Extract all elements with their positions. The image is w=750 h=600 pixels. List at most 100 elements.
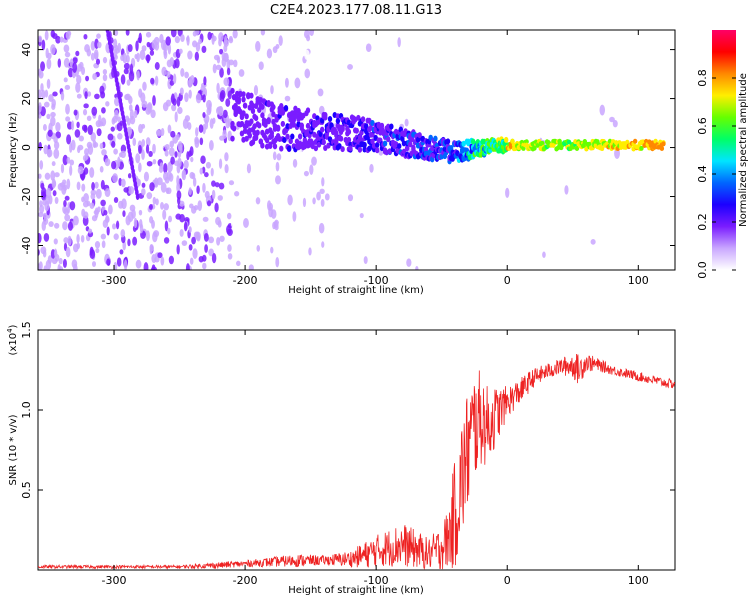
spectrogram-speckle: [228, 180, 235, 186]
spectrogram-band-point: [260, 142, 265, 149]
spectrogram-band-point: [241, 96, 246, 103]
spectrogram-speckle: [211, 253, 217, 264]
spectrogram-speckle: [50, 30, 56, 38]
spectrogram-speckle: [95, 58, 101, 65]
spectrogram-speckle: [217, 195, 223, 201]
spectrogram-speckle: [43, 101, 50, 108]
spectrogram-speckle: [168, 147, 175, 157]
spectrogram-speckle: [100, 233, 107, 240]
spectrogram-speckle: [266, 200, 272, 211]
spectrogram-speckle: [87, 144, 94, 156]
snr-xtick-label: -300: [102, 574, 127, 587]
spectrogram-speckle: [384, 75, 390, 87]
spectrogram-speckle: [227, 244, 232, 252]
spectrogram-speckle: [91, 182, 95, 191]
spectrogram-speckle: [128, 185, 135, 195]
spectrogram-speckle: [200, 85, 206, 92]
spectrogram-speckle: [179, 229, 184, 237]
spectrogram-band-point: [346, 128, 352, 135]
spectrogram-band-point: [272, 143, 278, 150]
spectrogram-speckle: [138, 209, 143, 216]
spectrogram-speckle: [66, 134, 72, 145]
spectrogram-band-point: [268, 142, 273, 149]
snr-multiplier: (x104): [6, 324, 19, 355]
spectrogram-speckle: [248, 264, 254, 270]
spectrogram-speckle: [406, 64, 411, 71]
spectrogram-speckle: [143, 171, 150, 182]
spectrogram-speckle: [43, 217, 49, 226]
spectrogram-speckle: [237, 210, 241, 221]
spectrogram-speckle: [44, 200, 50, 212]
spectrogram-band-point: [260, 103, 265, 110]
spectrogram-band-point: [404, 145, 410, 152]
spectrogram-speckle: [216, 56, 221, 64]
spectrogram-speckle: [90, 132, 97, 142]
spectrogram-speckle: [163, 49, 168, 60]
spectrogram-speckle: [224, 163, 229, 174]
spectrogram-band-point: [316, 141, 322, 148]
spectrogram-speckle: [102, 74, 108, 82]
spectrogram-speckle: [51, 161, 56, 167]
spectrogram-speckle: [223, 44, 228, 53]
spectrogram-speckle: [43, 144, 48, 155]
spectrogram-speckle: [272, 221, 276, 230]
snr-ylabel: SNR (10 * v/v): [8, 414, 19, 485]
spectrogram-speckle: [399, 211, 404, 218]
spectrogram-speckle: [164, 144, 170, 151]
spectrogram-speckle: [60, 91, 65, 101]
spectrogram-speckle: [189, 171, 195, 179]
spectrogram-speckle: [233, 59, 238, 68]
spectrogram-speckle: [87, 91, 92, 97]
spectrogram-speckle: [332, 89, 339, 96]
spectrogram-band-point: [532, 145, 537, 151]
spectrogram-speckle: [179, 87, 184, 96]
spectrogram-speckle: [635, 229, 640, 235]
spectrogram-speckle: [201, 45, 207, 54]
spectrogram-speckle: [372, 206, 379, 212]
spectrogram-band-point: [357, 146, 363, 153]
spectrogram-speckle: [40, 182, 45, 190]
spectrogram-speckle: [152, 159, 157, 165]
spectrogram-speckle: [321, 241, 325, 248]
spectrogram-speckle: [167, 161, 173, 173]
spectrogram-speckle: [276, 153, 282, 161]
spectrogram-speckle: [113, 233, 119, 240]
spectrogram-speckle: [151, 254, 157, 264]
spectrogram-speckle: [163, 171, 169, 181]
spectrogram-speckle: [216, 236, 221, 246]
spectrogram-speckle: [54, 172, 60, 178]
spectrogram-band-point: [433, 135, 438, 142]
spectrogram-speckle: [270, 209, 277, 219]
spectrogram-speckle: [340, 197, 344, 205]
spectrogram-speckle: [111, 160, 117, 170]
spectrogram-speckle: [151, 264, 156, 270]
spectrogram-speckle: [74, 129, 81, 138]
spectrogram-speckle: [183, 159, 189, 169]
colorbar: 0.0 0.2 0.4 0.6 0.8 Normalized spectral ampl…: [696, 30, 749, 279]
spectrogram-speckle: [194, 138, 200, 149]
spectrogram-speckle: [100, 199, 106, 207]
spectrogram-speckle: [83, 192, 89, 203]
spectrogram-speckle: [202, 94, 206, 103]
spectrogram-speckle: [129, 109, 134, 120]
spectrogram-speckle: [116, 257, 122, 267]
spectrogram-speckle: [112, 115, 118, 123]
spectrogram-band-point: [286, 145, 292, 152]
spectrogram-speckle: [346, 179, 353, 188]
spectrogram-ytick-label: -20: [20, 188, 33, 206]
spectrogram-speckle: [38, 211, 44, 218]
spectrogram-speckle: [426, 171, 430, 178]
spectrogram-speckle: [207, 31, 212, 41]
spectrogram-band-point: [382, 140, 388, 147]
spectrogram-speckle: [275, 161, 280, 172]
spectrogram-speckle: [595, 109, 599, 120]
spectrogram-speckle: [187, 50, 193, 60]
spectrogram-speckle: [101, 107, 106, 114]
spectrogram-speckle: [65, 103, 70, 115]
spectrogram-speckle: [123, 68, 129, 75]
spectrogram-band-point: [639, 145, 644, 151]
spectrogram-speckle: [248, 194, 253, 203]
spectrogram-ytick-label: 20: [20, 92, 33, 106]
spectrogram-speckle: [47, 52, 52, 60]
